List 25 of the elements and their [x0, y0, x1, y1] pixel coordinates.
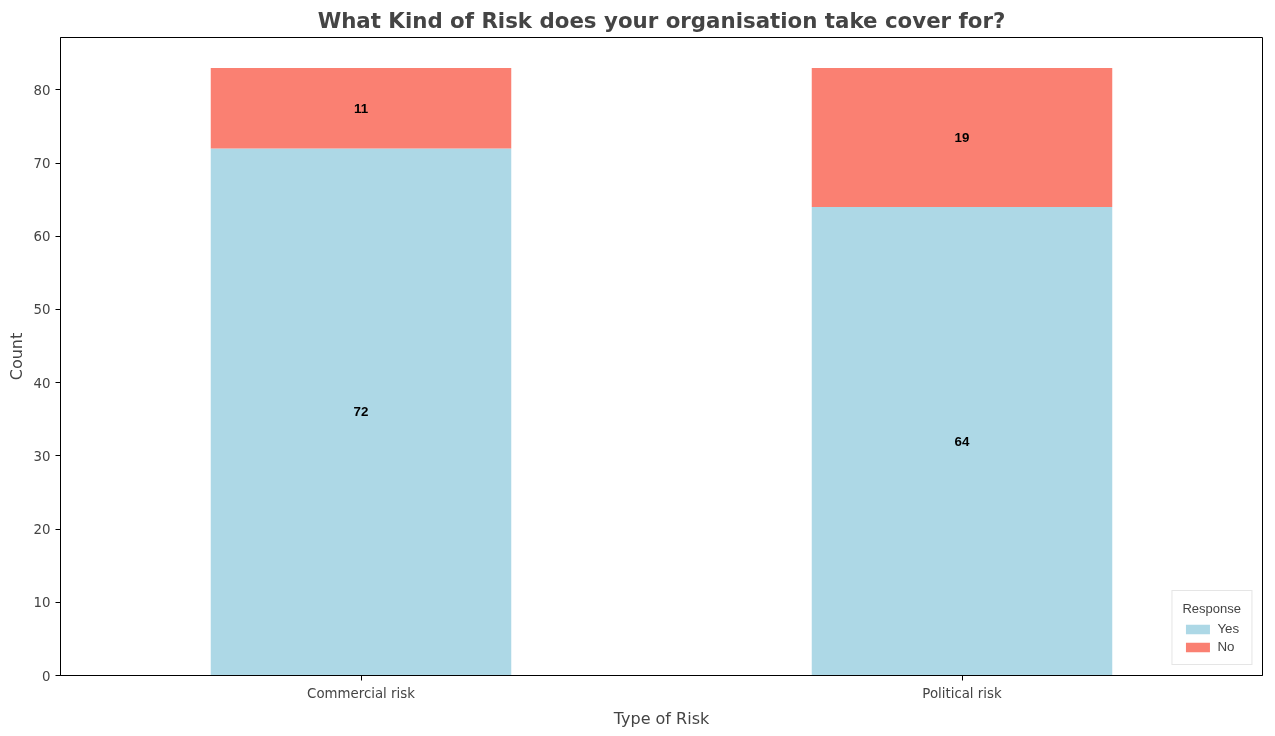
y-tick-label: 0 — [42, 668, 51, 684]
data-label: 72 — [353, 404, 369, 420]
data-label: 11 — [353, 100, 369, 116]
chart-title: What Kind of Risk does your organisation take cover for? — [317, 7, 1006, 33]
y-tick-label: 40 — [33, 375, 51, 391]
legend-label: Yes — [1217, 621, 1240, 636]
data-label: 64 — [954, 433, 970, 449]
y-axis-title: Count — [6, 332, 26, 381]
y-tick-label: 80 — [33, 82, 51, 98]
bar — [811, 67, 1113, 207]
y-tick-label: 50 — [33, 302, 51, 318]
x-tick-label: Commercial risk — [307, 685, 416, 701]
legend-label: No — [1217, 639, 1236, 654]
x-tick-label: Political risk — [922, 685, 1002, 701]
legend-title: Response — [1182, 601, 1241, 616]
bar — [811, 206, 1113, 676]
y-tick-label: 60 — [33, 229, 51, 245]
y-tick-label: 20 — [33, 522, 51, 538]
bar — [210, 148, 512, 676]
y-tick-label: 70 — [33, 156, 51, 172]
bar — [210, 67, 512, 149]
data-label: 19 — [954, 129, 970, 145]
y-tick-label: 30 — [33, 448, 51, 464]
x-axis-title: Type of Risk — [612, 708, 710, 728]
y-tick-label: 10 — [33, 595, 51, 611]
